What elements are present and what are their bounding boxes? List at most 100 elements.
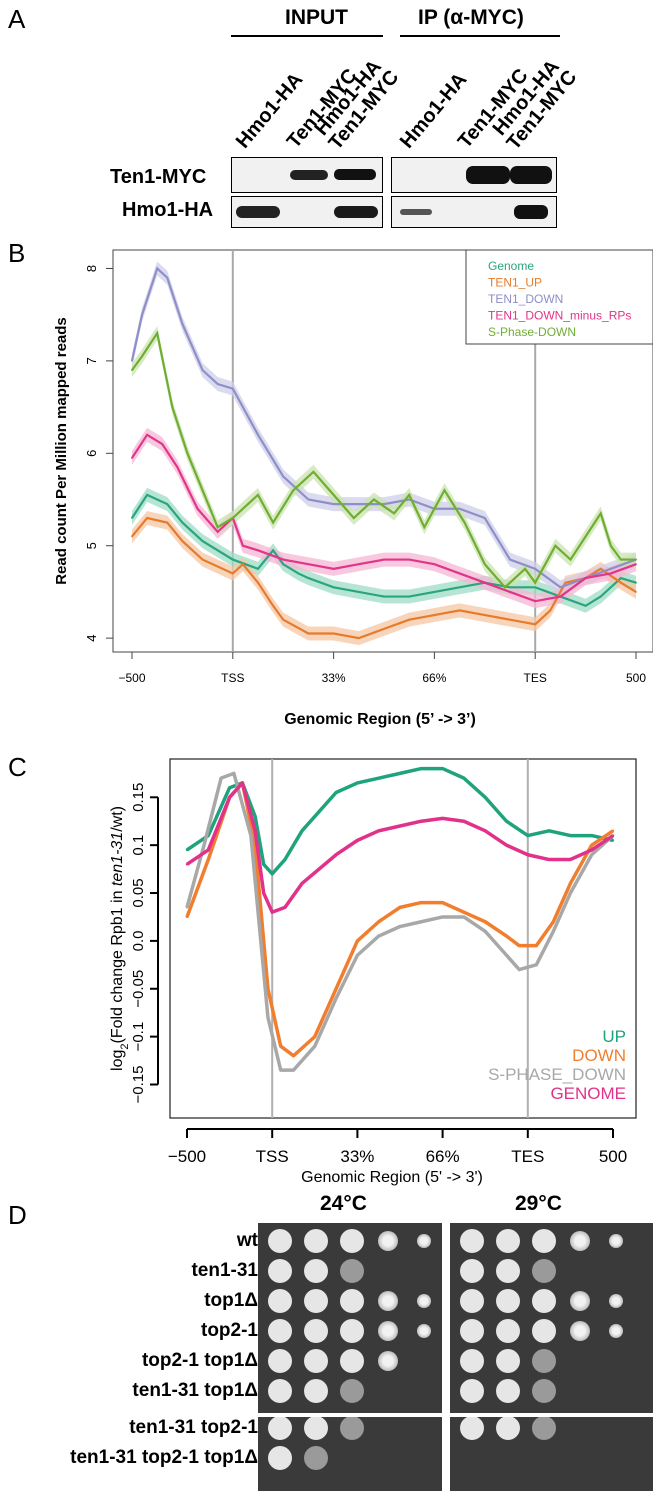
colony-spot [304, 1229, 328, 1253]
series-point [505, 954, 508, 957]
colony-spot [268, 1349, 292, 1373]
series-point [483, 581, 486, 584]
series-point [408, 558, 411, 561]
legend-box [465, 249, 653, 345]
series-point [383, 627, 385, 630]
series-point [569, 858, 572, 861]
colony-spot [532, 1289, 556, 1313]
legend-entry: GENOME [550, 1084, 626, 1103]
series-point [590, 848, 593, 852]
series-point [524, 567, 527, 570]
series-point [377, 829, 380, 832]
panel-a-letter: A [8, 4, 26, 34]
series-point [635, 581, 637, 584]
series-point [271, 910, 274, 914]
series-point [505, 843, 508, 847]
colony-spot [340, 1379, 364, 1403]
series-point [262, 891, 265, 895]
y-axis-label-part: /wt) [109, 806, 126, 832]
series-point [232, 772, 236, 775]
series-point [185, 848, 189, 852]
series-point [307, 563, 310, 566]
series-point [231, 558, 234, 561]
series-point [509, 591, 511, 593]
blot-row-label-hmo1-ha: Hmo1-HA [122, 199, 214, 221]
strain-label: ten1-31 top2-1 top1Δ [70, 1447, 258, 1468]
temp-label-24: 24°C [320, 1192, 367, 1215]
series-line-2 [130, 266, 637, 589]
y-tick-label: 5 [84, 542, 99, 549]
series-point [334, 987, 338, 990]
series-point [241, 563, 244, 566]
colony-spot [304, 1349, 328, 1373]
y-axis-label-part: ten1-31 [109, 832, 126, 886]
series-point [534, 600, 537, 603]
series-point [534, 567, 537, 570]
input-group-label: INPUT [285, 6, 348, 29]
series-point [307, 632, 310, 635]
band [334, 206, 378, 218]
series-point [176, 466, 179, 469]
series-point [505, 820, 508, 823]
series-point [272, 549, 275, 552]
chart-c: −500 TSS 33% 66% TES 500 Genomic Region (5' ->… [109, 758, 637, 1186]
series-point [307, 498, 310, 501]
series-point [253, 815, 257, 818]
series-point [526, 834, 529, 837]
series-point [483, 563, 486, 566]
series-point [433, 591, 436, 593]
series-point [420, 901, 423, 904]
series-band-1 [132, 511, 636, 646]
series-point [356, 939, 359, 943]
series-point [283, 858, 287, 861]
series-point [228, 786, 231, 789]
series-point [458, 609, 461, 612]
series-point [398, 906, 402, 909]
colony-spot [268, 1319, 292, 1343]
plate-29-bottom [450, 1417, 653, 1491]
band [510, 166, 552, 184]
strain-label: top1Δ [204, 1290, 258, 1311]
series-point [611, 834, 615, 837]
colony-spot [268, 1259, 292, 1283]
series-point [186, 452, 189, 455]
series-point [146, 517, 149, 519]
series-point [458, 572, 461, 575]
series-point [569, 558, 572, 561]
series-point [408, 493, 411, 496]
series-point [282, 563, 285, 566]
series-point [398, 772, 402, 775]
y-tick-label: −0.1 [130, 1022, 147, 1052]
series-point [292, 1068, 295, 1072]
colony-spot [460, 1379, 484, 1403]
blot-ip-hmo1-ha [391, 196, 557, 228]
y-axis-label-part: log [109, 1050, 126, 1071]
series-point [201, 540, 204, 543]
series-point [377, 920, 380, 923]
series-point [383, 595, 385, 598]
series-point [313, 1035, 316, 1038]
colony-spot [340, 1229, 364, 1253]
series-point [156, 332, 159, 335]
series-point [257, 581, 259, 584]
colony-spot [460, 1417, 484, 1440]
plot-area [130, 261, 637, 646]
series-point [590, 853, 593, 856]
blot-input-ten1-myc [231, 157, 383, 193]
colony-spot [570, 1321, 590, 1341]
colony-spot [609, 1294, 623, 1308]
colony-spot [532, 1319, 556, 1343]
series-point [590, 834, 593, 837]
colony-spot [609, 1234, 623, 1248]
colony-spot [417, 1294, 431, 1308]
x-axis-label: Genomic Region (5' -> 3') [301, 1169, 483, 1186]
series-point [332, 567, 335, 570]
series-point [535, 963, 538, 967]
series-point [272, 604, 275, 607]
series-point [609, 544, 612, 547]
series-line-1 [185, 781, 614, 1058]
colony-spot [378, 1321, 398, 1341]
colony-spot [496, 1229, 520, 1253]
series-point [584, 535, 587, 538]
